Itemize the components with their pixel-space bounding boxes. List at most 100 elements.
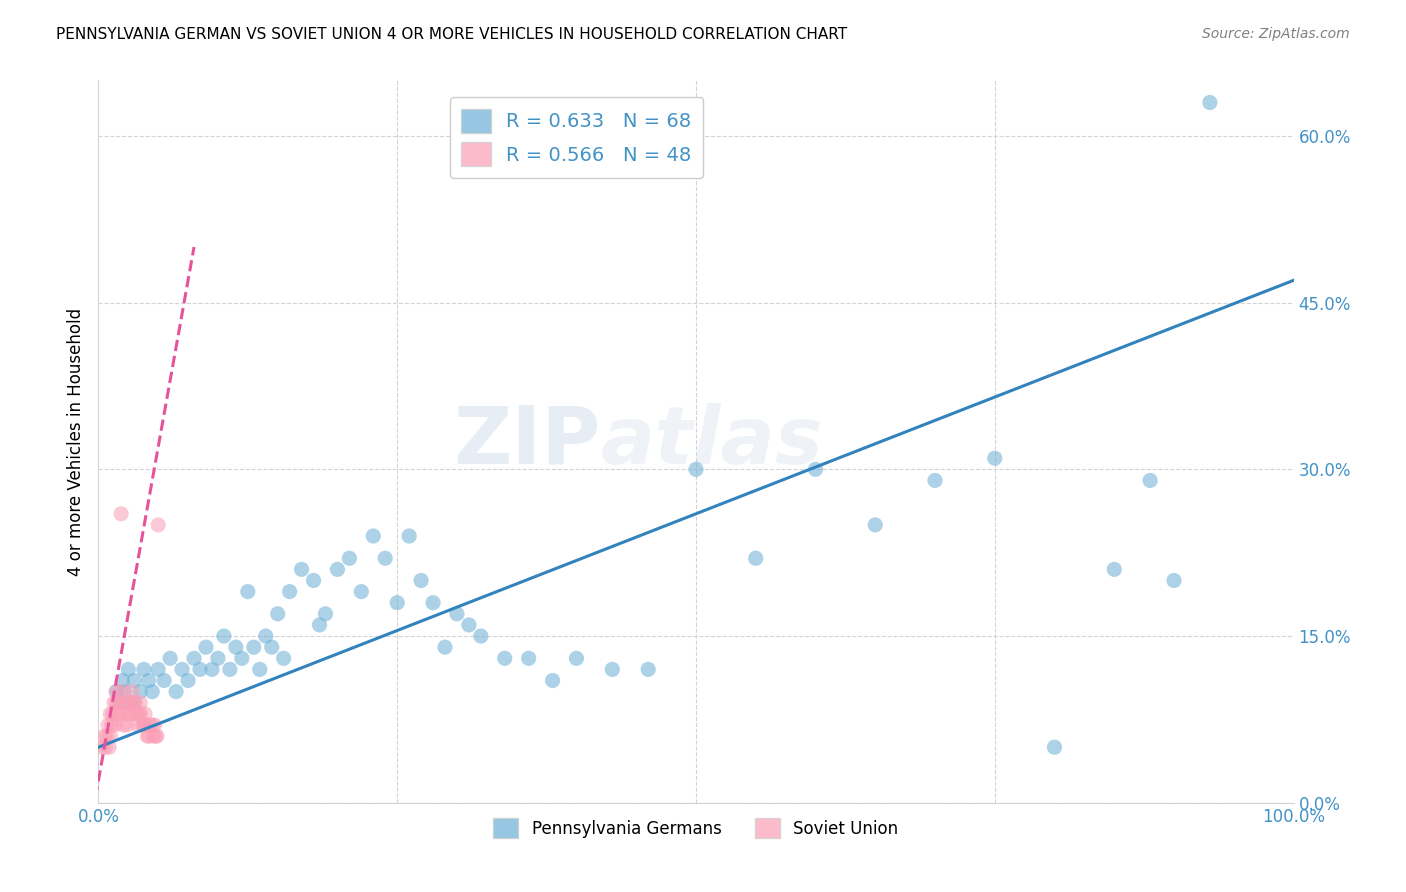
Point: [326, 562, 349, 576]
Point: [1104, 562, 1126, 576]
Point: [117, 696, 139, 710]
Text: ZIP: ZIP: [453, 402, 600, 481]
Point: [207, 651, 229, 665]
Point: [541, 673, 564, 688]
Point: [142, 729, 165, 743]
Point: [104, 718, 127, 732]
Point: [212, 629, 235, 643]
Point: [97, 718, 120, 732]
Point: [121, 684, 143, 698]
Point: [135, 718, 157, 732]
Point: [120, 696, 142, 710]
Point: [141, 684, 163, 698]
Point: [124, 696, 146, 710]
Point: [145, 729, 167, 743]
Point: [118, 706, 141, 721]
Point: [141, 718, 163, 732]
Point: [117, 662, 139, 676]
Point: [350, 584, 373, 599]
Point: [685, 462, 707, 476]
Point: [494, 651, 516, 665]
Point: [291, 562, 314, 576]
Point: [139, 718, 162, 732]
Point: [110, 507, 132, 521]
Point: [103, 696, 125, 710]
Point: [1199, 95, 1222, 110]
Point: [128, 706, 150, 721]
Point: [121, 696, 143, 710]
Point: [105, 696, 128, 710]
Point: [172, 662, 194, 676]
Point: [470, 629, 492, 643]
Point: [745, 551, 768, 566]
Point: [105, 684, 128, 698]
Point: [1043, 740, 1066, 755]
Point: [107, 706, 129, 721]
Point: [148, 662, 170, 676]
Point: [96, 729, 118, 743]
Point: [134, 706, 156, 721]
Point: [273, 651, 295, 665]
Point: [143, 718, 166, 732]
Point: [114, 684, 136, 698]
Point: [422, 596, 444, 610]
Point: [458, 618, 481, 632]
Point: [138, 729, 160, 743]
Point: [363, 529, 385, 543]
Point: [278, 584, 301, 599]
Text: Source: ZipAtlas.com: Source: ZipAtlas.com: [1202, 27, 1350, 41]
Point: [124, 673, 146, 688]
Point: [132, 718, 155, 732]
Point: [243, 640, 266, 655]
Point: [1139, 474, 1161, 488]
Point: [374, 551, 396, 566]
Point: [125, 706, 148, 721]
Point: [91, 740, 114, 755]
Point: [93, 729, 115, 743]
Point: [114, 696, 136, 710]
Point: [446, 607, 468, 621]
Point: [94, 740, 117, 755]
Point: [254, 629, 277, 643]
Point: [159, 651, 181, 665]
Point: [101, 706, 124, 721]
Point: [129, 696, 152, 710]
Point: [201, 662, 224, 676]
Point: [108, 696, 131, 710]
Point: [127, 718, 149, 732]
Point: [602, 662, 624, 676]
Point: [153, 673, 176, 688]
Point: [177, 673, 200, 688]
Point: [146, 729, 169, 743]
Point: [111, 684, 134, 698]
Point: [984, 451, 1007, 466]
Point: [637, 662, 659, 676]
Point: [225, 640, 247, 655]
Point: [517, 651, 540, 665]
Point: [129, 706, 152, 721]
Text: atlas: atlas: [600, 402, 823, 481]
Point: [98, 706, 122, 721]
Point: [188, 662, 211, 676]
Point: [105, 684, 128, 698]
Point: [195, 640, 218, 655]
Point: [231, 651, 253, 665]
Point: [249, 662, 271, 676]
Point: [924, 474, 946, 488]
Point: [1163, 574, 1185, 588]
Point: [308, 618, 330, 632]
Y-axis label: 4 or more Vehicles in Household: 4 or more Vehicles in Household: [66, 308, 84, 575]
Point: [111, 673, 134, 688]
Point: [136, 729, 159, 743]
Point: [411, 574, 433, 588]
Point: [129, 684, 152, 698]
Point: [115, 706, 138, 721]
Point: [100, 718, 122, 732]
Point: [565, 651, 588, 665]
Point: [115, 718, 138, 732]
Point: [434, 640, 457, 655]
Point: [132, 662, 155, 676]
Point: [804, 462, 827, 476]
Point: [98, 740, 121, 755]
Text: PENNSYLVANIA GERMAN VS SOVIET UNION 4 OR MORE VEHICLES IN HOUSEHOLD CORRELATION : PENNSYLVANIA GERMAN VS SOVIET UNION 4 OR…: [56, 27, 848, 42]
